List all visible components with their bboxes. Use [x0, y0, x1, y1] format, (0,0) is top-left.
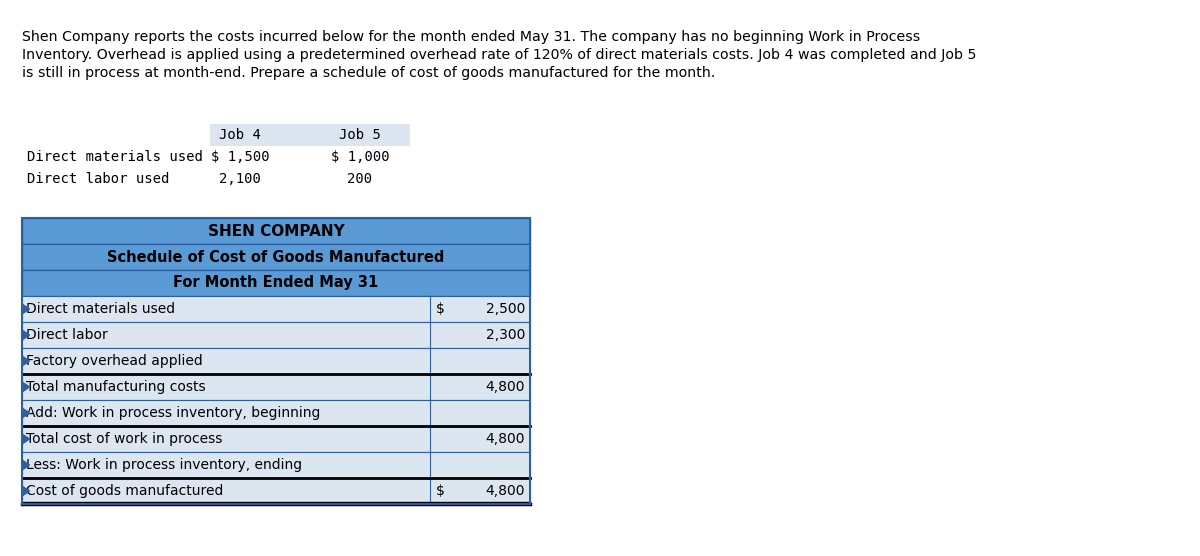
Bar — [22, 296, 530, 322]
Text: Direct materials used: Direct materials used — [26, 302, 175, 316]
Polygon shape — [22, 486, 30, 496]
Text: SHEN COMPANY: SHEN COMPANY — [208, 224, 344, 239]
Polygon shape — [22, 460, 30, 470]
Text: Direct labor: Direct labor — [26, 328, 108, 342]
Text: Factory overhead applied: Factory overhead applied — [26, 354, 203, 368]
Text: 4,800: 4,800 — [486, 380, 526, 394]
Bar — [22, 426, 530, 452]
Text: Less: Work in process inventory, ending: Less: Work in process inventory, ending — [26, 458, 302, 472]
Polygon shape — [22, 382, 30, 392]
Bar — [22, 374, 530, 400]
Bar — [22, 244, 530, 270]
Text: $ 1,000: $ 1,000 — [331, 150, 389, 164]
Polygon shape — [22, 330, 30, 340]
Text: 2,100: 2,100 — [220, 172, 260, 186]
Text: 2,500: 2,500 — [486, 302, 526, 316]
Polygon shape — [22, 434, 30, 444]
Bar — [22, 478, 530, 504]
Text: $: $ — [436, 302, 445, 316]
Text: Inventory. Overhead is applied using a predetermined overhead rate of 120% of di: Inventory. Overhead is applied using a p… — [22, 48, 977, 62]
Bar — [22, 348, 530, 374]
Bar — [22, 270, 530, 296]
Text: $ 1,500: $ 1,500 — [211, 150, 269, 164]
Text: 4,800: 4,800 — [486, 432, 526, 446]
Text: Direct materials used: Direct materials used — [28, 150, 203, 164]
Text: 2,300: 2,300 — [486, 328, 526, 342]
Bar — [22, 218, 530, 504]
Text: Job 5: Job 5 — [340, 128, 380, 142]
Text: Total manufacturing costs: Total manufacturing costs — [26, 380, 205, 394]
Text: $: $ — [436, 484, 445, 498]
Bar — [22, 400, 530, 426]
Bar — [22, 322, 530, 348]
Bar — [22, 452, 530, 478]
Bar — [22, 218, 530, 244]
Text: is still in process at month-end. Prepare a schedule of cost of goods manufactur: is still in process at month-end. Prepar… — [22, 66, 715, 80]
Text: For Month Ended May 31: For Month Ended May 31 — [173, 276, 379, 290]
Text: Schedule of Cost of Goods Manufactured: Schedule of Cost of Goods Manufactured — [107, 250, 445, 265]
Text: Direct labor used: Direct labor used — [28, 172, 169, 186]
Polygon shape — [22, 304, 30, 314]
Polygon shape — [22, 408, 30, 418]
Text: Job 4: Job 4 — [220, 128, 260, 142]
Text: Cost of goods manufactured: Cost of goods manufactured — [26, 484, 223, 498]
Text: Shen Company reports the costs incurred below for the month ended May 31. The co: Shen Company reports the costs incurred … — [22, 30, 920, 44]
Text: 4,800: 4,800 — [486, 484, 526, 498]
Text: 200: 200 — [348, 172, 372, 186]
Text: Add: Work in process inventory, beginning: Add: Work in process inventory, beginnin… — [26, 406, 320, 420]
Bar — [210, 124, 410, 146]
Polygon shape — [22, 356, 30, 366]
Text: Total cost of work in process: Total cost of work in process — [26, 432, 222, 446]
